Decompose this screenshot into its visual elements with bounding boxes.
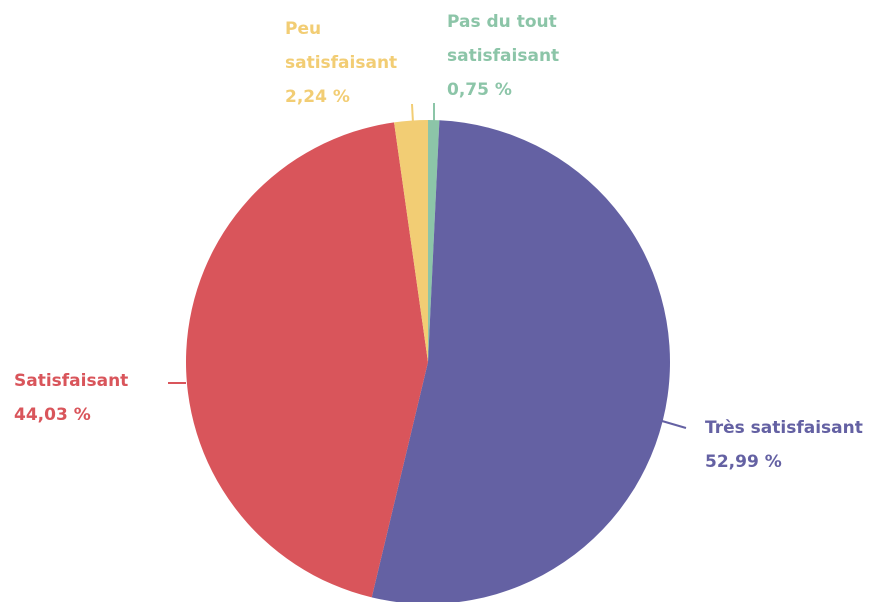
value-label: 52,99 % [705, 452, 782, 472]
slice-label: Satisfaisant 44,03 % [14, 364, 214, 432]
value-label: 0,75 % [447, 80, 512, 100]
category-name: Très satisfaisant [705, 418, 863, 438]
slice-label: Peu satisfaisant 2,24 % [285, 12, 415, 114]
slice-label: Pas du tout satisfaisant 0,75 % [447, 5, 577, 107]
leader-line [661, 420, 687, 429]
category-name: Pas du tout satisfaisant [447, 12, 560, 66]
leader-line [411, 103, 414, 124]
category-name: Peu satisfaisant [285, 19, 398, 73]
pie-slice [185, 122, 428, 598]
pie-slice [371, 120, 670, 602]
category-name: Satisfaisant [14, 371, 129, 391]
value-label: 2,24 % [285, 87, 350, 107]
value-label: 44,03 % [14, 405, 91, 425]
pie-slice [428, 120, 440, 362]
pie-slice [394, 120, 428, 362]
slice-label: Très satisfaisant 52,99 % [705, 411, 883, 479]
